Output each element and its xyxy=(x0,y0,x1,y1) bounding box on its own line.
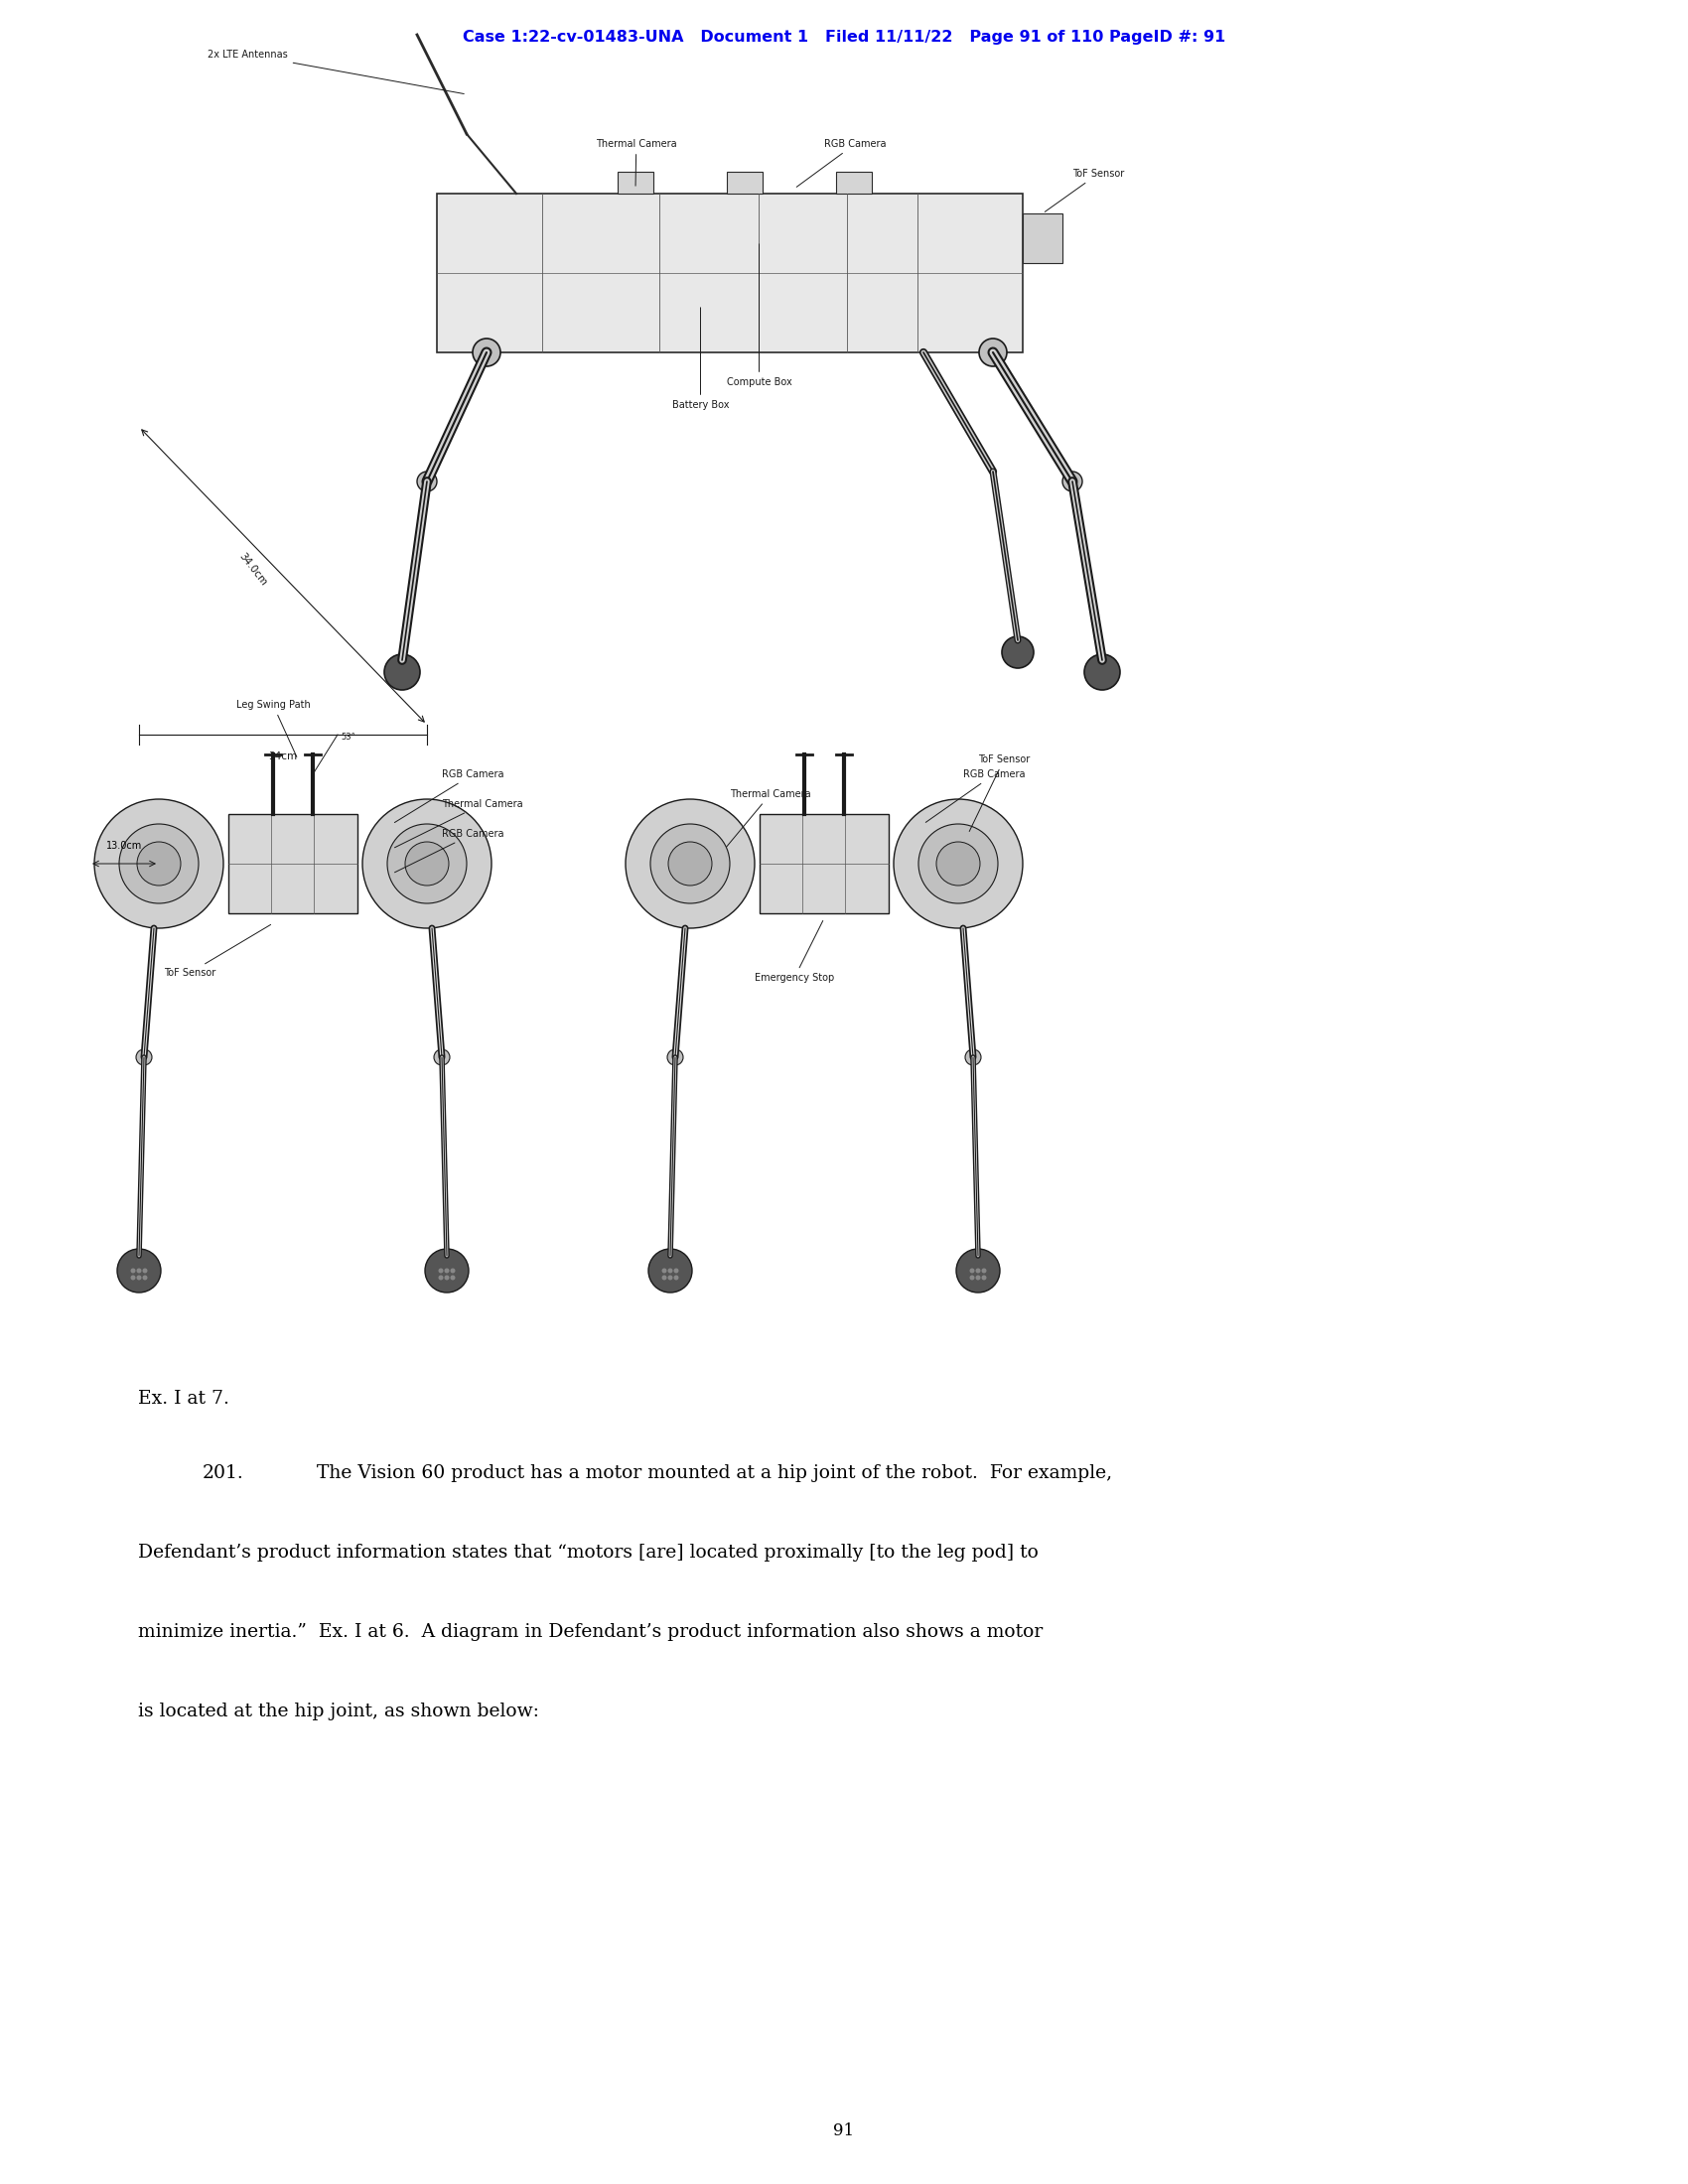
Circle shape xyxy=(137,1048,152,1066)
Text: 13.0cm: 13.0cm xyxy=(106,841,142,852)
Text: ToF Sensor: ToF Sensor xyxy=(969,753,1030,832)
Circle shape xyxy=(137,841,181,885)
Circle shape xyxy=(142,1275,147,1280)
Circle shape xyxy=(120,823,199,904)
Text: The Vision 60 product has a motor mounted at a hip joint of the robot.  For exam: The Vision 60 product has a motor mounte… xyxy=(317,1463,1112,1483)
Circle shape xyxy=(363,799,491,928)
Text: 34.0cm: 34.0cm xyxy=(238,550,268,587)
Circle shape xyxy=(405,841,449,885)
Circle shape xyxy=(981,1269,986,1273)
Circle shape xyxy=(668,1269,674,1273)
Text: 53°: 53° xyxy=(341,732,354,743)
Circle shape xyxy=(439,1269,444,1273)
Bar xyxy=(618,173,653,194)
Circle shape xyxy=(142,1269,147,1273)
Bar xyxy=(1023,214,1062,262)
Circle shape xyxy=(116,1249,160,1293)
Circle shape xyxy=(1003,636,1033,668)
Text: 34cm: 34cm xyxy=(268,751,297,762)
Circle shape xyxy=(668,1275,674,1280)
Circle shape xyxy=(444,1269,449,1273)
Bar xyxy=(437,194,1023,352)
Text: Emergency Stop: Emergency Stop xyxy=(755,922,834,983)
Circle shape xyxy=(893,799,1023,928)
Text: Leg Swing Path: Leg Swing Path xyxy=(236,699,311,758)
Circle shape xyxy=(969,1269,974,1273)
Circle shape xyxy=(650,823,729,904)
Circle shape xyxy=(976,1275,981,1280)
Circle shape xyxy=(473,339,500,367)
Text: Thermal Camera: Thermal Camera xyxy=(395,799,523,847)
Text: 91: 91 xyxy=(834,2123,854,2140)
Circle shape xyxy=(969,1275,974,1280)
Circle shape xyxy=(1062,472,1082,491)
Circle shape xyxy=(674,1275,679,1280)
Circle shape xyxy=(385,655,420,690)
Circle shape xyxy=(674,1269,679,1273)
Circle shape xyxy=(981,1275,986,1280)
Text: Battery Box: Battery Box xyxy=(672,308,729,411)
Bar xyxy=(728,173,763,194)
Circle shape xyxy=(417,472,437,491)
Circle shape xyxy=(626,799,755,928)
Circle shape xyxy=(425,1249,469,1293)
Circle shape xyxy=(137,1275,142,1280)
Text: Thermal Camera: Thermal Camera xyxy=(726,788,810,847)
Text: 201.: 201. xyxy=(203,1463,245,1483)
Bar xyxy=(760,815,888,913)
Text: Compute Box: Compute Box xyxy=(726,245,792,387)
Circle shape xyxy=(966,1048,981,1066)
Text: RGB Camera: RGB Camera xyxy=(395,769,505,823)
Text: RGB Camera: RGB Camera xyxy=(797,140,886,188)
Text: Ex. I at 7.: Ex. I at 7. xyxy=(138,1389,230,1409)
Circle shape xyxy=(667,1048,684,1066)
Circle shape xyxy=(1084,655,1121,690)
Text: ToF Sensor: ToF Sensor xyxy=(1045,168,1124,212)
Text: RGB Camera: RGB Camera xyxy=(395,830,505,871)
Text: Case 1:22-cv-01483-UNA   Document 1   Filed 11/11/22   Page 91 of 110 PageID #: : Case 1:22-cv-01483-UNA Document 1 Filed … xyxy=(463,31,1225,44)
Circle shape xyxy=(955,1249,999,1293)
Text: RGB Camera: RGB Camera xyxy=(925,769,1025,823)
Circle shape xyxy=(387,823,466,904)
Circle shape xyxy=(918,823,998,904)
Circle shape xyxy=(979,339,1006,367)
Bar xyxy=(836,173,871,194)
Circle shape xyxy=(662,1275,667,1280)
Text: 2x LTE Antennas: 2x LTE Antennas xyxy=(208,50,464,94)
Bar xyxy=(228,815,358,913)
Circle shape xyxy=(130,1275,135,1280)
Circle shape xyxy=(95,799,223,928)
Circle shape xyxy=(976,1269,981,1273)
Circle shape xyxy=(662,1269,667,1273)
Circle shape xyxy=(439,1275,444,1280)
Circle shape xyxy=(668,841,712,885)
Text: Defendant’s product information states that “motors [are] located proximally [to: Defendant’s product information states t… xyxy=(138,1544,1038,1562)
Circle shape xyxy=(444,1275,449,1280)
Circle shape xyxy=(451,1275,456,1280)
Text: Thermal Camera: Thermal Camera xyxy=(596,140,677,186)
Circle shape xyxy=(130,1269,135,1273)
Text: ToF Sensor: ToF Sensor xyxy=(164,924,270,978)
Circle shape xyxy=(648,1249,692,1293)
Text: is located at the hip joint, as shown below:: is located at the hip joint, as shown be… xyxy=(138,1704,538,1721)
Circle shape xyxy=(451,1269,456,1273)
Circle shape xyxy=(937,841,981,885)
Text: minimize inertia.”  Ex. I at 6.  A diagram in Defendant’s product information al: minimize inertia.” Ex. I at 6. A diagram… xyxy=(138,1623,1043,1640)
Circle shape xyxy=(434,1048,449,1066)
Circle shape xyxy=(137,1269,142,1273)
